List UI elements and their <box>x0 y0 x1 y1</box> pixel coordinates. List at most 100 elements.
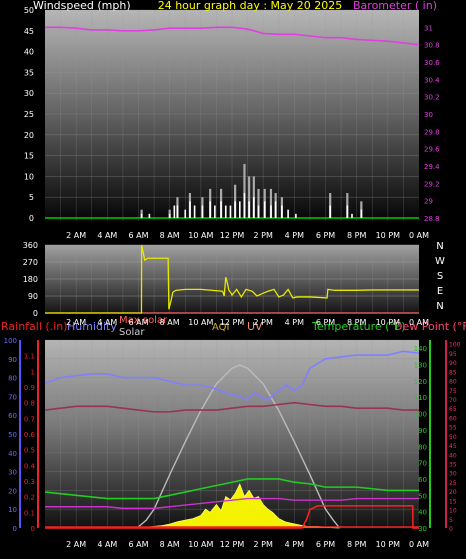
temperature-tick-label: 80 <box>418 443 427 451</box>
dew-point-tick-label: 0 <box>449 526 453 533</box>
rainfall-tick-label: 0.1 <box>24 509 35 517</box>
wind-x-tick-label: 12 PM <box>220 231 245 240</box>
windspeed-bar <box>346 205 349 218</box>
wind-x-tick-label: 10 PM <box>376 231 401 240</box>
windspeed-bar <box>257 205 260 218</box>
compass-label-e: E <box>437 286 443 297</box>
dew-point-tick-label: 60 <box>449 415 457 422</box>
climate-x-tick-label: 2 PM <box>253 540 272 549</box>
windspeed-bar <box>209 201 211 218</box>
windspeed-tick-label: 10 <box>24 172 34 181</box>
barometer-tick-label: 31 <box>424 24 433 32</box>
windspeed-bar <box>295 213 297 218</box>
dew-point-tick-label: 90 <box>449 360 457 367</box>
aqi-legend: AQI <box>212 322 230 333</box>
rainfall-tick-label: 0.6 <box>24 431 36 439</box>
climate-x-tick-label: 10 AM <box>188 540 213 549</box>
climate-x-tick-label: 0 AM <box>409 540 429 549</box>
dew-point-tick-label: 35 <box>449 461 457 468</box>
rainfall-tick-label: 0.8 <box>24 400 35 408</box>
temperature-tick-label: 30 <box>418 525 427 533</box>
wind-x-tick-label: 6 AM <box>128 231 148 240</box>
barometer-axis-title: Barometer ( in) <box>353 0 437 12</box>
barometer-tick-label: 30.4 <box>424 76 440 84</box>
wind-x-tick-label: 10 AM <box>188 231 213 240</box>
wind-gust-bar <box>248 176 251 218</box>
compass-label-n: N <box>436 301 443 312</box>
windspeed-axis-title: Windspeed (mph) <box>33 0 131 12</box>
dew-point-tick-label: 85 <box>449 369 457 376</box>
temperature-tick-label: 120 <box>414 378 427 386</box>
direction-tick-label: 180 <box>23 275 38 284</box>
dew-point-legend: Dew Point (°F) <box>394 320 466 333</box>
dew-point-tick-label: 100 <box>449 342 461 349</box>
temperature-legend: Temperature (°F) <box>311 320 406 333</box>
climate-x-tick-label: 4 AM <box>97 540 117 549</box>
temperature-tick-label: 130 <box>414 362 427 370</box>
dew-point-tick-label: 10 <box>449 508 457 515</box>
series-layer <box>44 26 420 529</box>
windspeed-tick-label: 30 <box>24 89 34 98</box>
wind-gust-bar <box>243 163 246 218</box>
direction-x-tick-label: 6 PM <box>316 318 335 327</box>
direction-x-tick-label: 8 AM <box>160 318 180 327</box>
wind-gust-bar <box>257 188 260 218</box>
max-solar-line <box>136 364 341 529</box>
climate-x-tick-label: 6 PM <box>316 540 335 549</box>
windspeed-tick-label: 35 <box>24 68 34 77</box>
dew-point-tick-label: 80 <box>449 379 457 386</box>
direction-x-tick-label: 8 PM <box>347 318 366 327</box>
dew-point-tick-label: 95 <box>449 351 457 358</box>
dew-point-line <box>44 401 419 413</box>
barometer-tick-label: 30.6 <box>424 59 440 67</box>
rainfall-tick-label: 0.7 <box>24 415 35 423</box>
dew-point-tick-label: 50 <box>449 434 457 441</box>
humidity-tick-label: 60 <box>8 412 17 420</box>
wind-x-tick-label: 8 PM <box>347 231 366 240</box>
wind-x-tick-label: 2 PM <box>253 231 272 240</box>
windspeed-tick-label: 25 <box>24 110 34 119</box>
humidity-tick-label: 70 <box>8 393 17 401</box>
compass-label-s: S <box>437 271 443 282</box>
direction-x-tick-label: 2 AM <box>66 318 86 327</box>
windspeed-bar <box>229 205 232 218</box>
rainfall-legend: Rainfall (.in) <box>1 320 68 333</box>
direction-x-tick-label: 10 AM <box>188 318 213 327</box>
windspeed-bar <box>214 205 216 218</box>
windspeed-bar <box>274 201 277 218</box>
humidity-line <box>44 350 420 402</box>
wind-x-tick-label: 6 PM <box>316 231 335 240</box>
windspeed-bar <box>148 213 151 218</box>
windspeed-bar <box>234 201 236 218</box>
temperature-tick-label: 110 <box>414 394 427 402</box>
windspeed-bar <box>287 209 289 218</box>
humidity-tick-label: 20 <box>8 487 17 495</box>
windspeed-bar <box>220 201 222 218</box>
chart-title: 24 hour graph day : May 20 2025 <box>158 0 343 12</box>
wind-x-tick-label: 2 AM <box>66 231 86 240</box>
windspeed-bar <box>224 205 227 218</box>
barometer-tick-label: 29.8 <box>424 128 440 136</box>
wind-gust-bar <box>346 193 349 218</box>
windspeed-tick-label: 5 <box>29 193 34 202</box>
barometer-line <box>45 26 420 46</box>
windspeed-bar <box>193 205 196 218</box>
dew-point-tick-label: 40 <box>449 452 457 459</box>
solar-area <box>136 484 340 528</box>
compass-label-w: W <box>435 256 445 267</box>
dew-point-tick-label: 25 <box>449 480 457 487</box>
rainfall-tick-label: 0.9 <box>24 384 35 392</box>
direction-x-tick-label: 6 AM <box>128 318 148 327</box>
windspeed-bar <box>281 205 283 218</box>
rainfall-tick-label: 1 <box>31 368 35 376</box>
windspeed-tick-label: 45 <box>24 27 34 36</box>
solar-legend: Solar <box>119 327 145 338</box>
direction-x-tick-label: 4 AM <box>97 318 117 327</box>
temperature-tick-label: 60 <box>418 476 427 484</box>
dew-point-tick-label: 55 <box>449 425 457 432</box>
climate-x-tick-label: 10 PM <box>376 540 401 549</box>
rainfall-tick-label: 0.5 <box>24 447 35 455</box>
climate-panel-background <box>45 340 419 528</box>
windspeed-bar <box>201 205 204 218</box>
